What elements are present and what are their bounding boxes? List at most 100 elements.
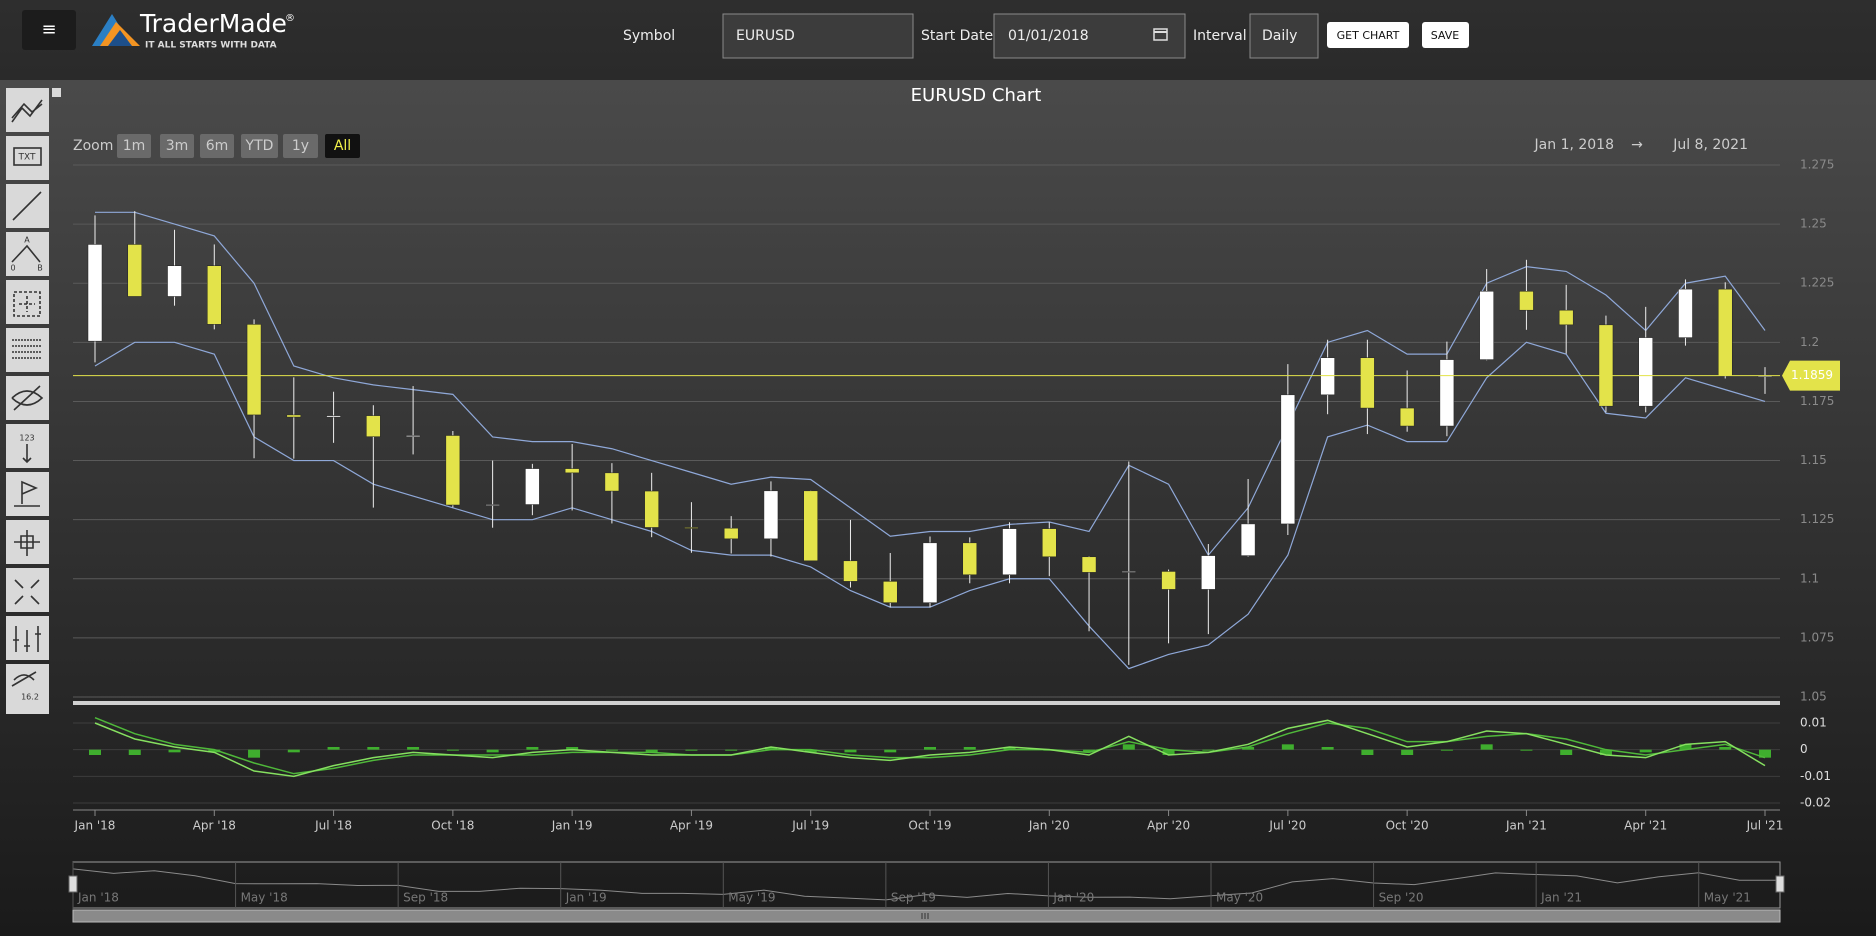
macd-histogram-bar xyxy=(526,747,539,750)
macd-tick-label: 0.01 xyxy=(1800,716,1827,730)
x-tick-label: Oct '19 xyxy=(908,819,951,833)
candle-body xyxy=(1280,394,1296,525)
symbol-value: EURUSD xyxy=(736,28,795,44)
get-chart-button[interactable] xyxy=(1327,22,1409,48)
macd-histogram-bar xyxy=(963,747,976,750)
chart-background xyxy=(0,80,1876,936)
interval-select[interactable] xyxy=(1249,13,1319,59)
y-tick-label: 1.25 xyxy=(1800,217,1827,231)
candle-body xyxy=(644,490,659,528)
candle-body xyxy=(1638,337,1653,407)
navigator-label: Sep '18 xyxy=(403,891,448,905)
zoom-label: Zoom xyxy=(73,138,113,154)
macd-histogram-bar xyxy=(128,749,141,755)
y-tick-label: 1.15 xyxy=(1800,453,1827,467)
zoom-button-label: 1y xyxy=(292,138,309,154)
zoom-button[interactable] xyxy=(200,134,234,158)
candle-body xyxy=(564,468,580,474)
candle-body xyxy=(1360,357,1375,409)
navigator-label: Jan '19 xyxy=(565,891,607,905)
tool-current-price[interactable] xyxy=(6,664,49,714)
candle-body xyxy=(1717,288,1733,377)
candle-body xyxy=(922,542,938,603)
macd-histogram-bar xyxy=(367,747,380,750)
navigator-line xyxy=(72,868,1781,901)
navigator-label: Jan '18 xyxy=(77,891,119,905)
zoom-button[interactable] xyxy=(283,134,318,158)
tool-pattern-icon xyxy=(11,244,41,263)
point-b: B xyxy=(37,264,43,273)
point-0: 0 xyxy=(10,264,15,273)
scrollbar[interactable] xyxy=(72,909,1781,923)
navigator-label: Sep '20 xyxy=(1379,891,1424,905)
calendar-icon[interactable] xyxy=(1153,28,1168,41)
last-price-box xyxy=(1782,360,1840,391)
macd-histogram-bar xyxy=(327,747,340,750)
macd-histogram-bar xyxy=(248,749,261,758)
candle-body xyxy=(246,324,262,416)
y-tick-label: 1.1 xyxy=(1800,571,1819,585)
candle-body xyxy=(1121,571,1137,573)
tool-line-icon xyxy=(12,191,42,221)
macd-histogram-bar xyxy=(287,749,300,753)
zoom-button-label: YTD xyxy=(245,138,274,154)
tool-hide-icon xyxy=(11,385,44,411)
interval-value: Daily xyxy=(1262,28,1297,44)
macd-histogram-bar xyxy=(168,749,181,753)
y-tick-label: 1.05 xyxy=(1800,690,1827,704)
macd-histogram-bar xyxy=(1520,749,1533,751)
y-tick-label: 1.275 xyxy=(1800,158,1834,172)
zoom-button[interactable] xyxy=(160,134,194,158)
macd-line xyxy=(94,719,1766,778)
registered-mark: ® xyxy=(285,13,295,24)
candle-body xyxy=(604,472,620,492)
zoom-button[interactable] xyxy=(241,134,278,158)
x-tick-label: Apr '19 xyxy=(670,819,713,833)
macd-histogram-bar xyxy=(1361,749,1374,755)
y-tick-label: 1.175 xyxy=(1800,394,1834,408)
save-button[interactable] xyxy=(1422,22,1469,48)
macd-histogram-bar xyxy=(1560,749,1573,755)
symbol-input[interactable] xyxy=(722,13,914,59)
zoom-button-label: 6m xyxy=(206,138,229,154)
zoom-button[interactable] xyxy=(117,134,151,158)
navigator-handle[interactable] xyxy=(1775,875,1785,893)
symbol-label: Symbol xyxy=(623,28,675,44)
candle-body xyxy=(207,265,222,325)
candle-body xyxy=(1439,359,1455,427)
logo-icon xyxy=(92,14,140,46)
x-tick-label: Jan '20 xyxy=(1028,819,1070,833)
macd-histogram-bar xyxy=(645,749,658,753)
macd-histogram-bar xyxy=(1003,747,1016,750)
candle-body xyxy=(1320,357,1335,396)
candle-body xyxy=(485,504,500,506)
navigator-label: Jan '21 xyxy=(1540,891,1582,905)
tool-crosshair-icon xyxy=(13,291,41,317)
tool-fullscreen[interactable] xyxy=(6,568,49,612)
zoom-button-label: 3m xyxy=(166,138,189,154)
pane-separator xyxy=(73,701,1780,705)
candle-body xyxy=(1678,288,1693,338)
tool-pattern[interactable] xyxy=(6,232,49,276)
macd-histogram-bar xyxy=(446,749,459,751)
navigator-label: May '19 xyxy=(728,891,775,905)
start-date-label: Start Date xyxy=(921,28,993,44)
start-date-input[interactable] xyxy=(993,13,1186,59)
tool-flag[interactable] xyxy=(6,472,49,516)
toolbar-collapse[interactable] xyxy=(52,88,61,97)
chart-title: EURUSD Chart xyxy=(911,85,1042,106)
navigator-label: May '20 xyxy=(1216,891,1263,905)
menu-button[interactable] xyxy=(22,10,76,50)
tool-measure-icon xyxy=(14,530,40,556)
x-tick-label: Apr '21 xyxy=(1624,819,1667,833)
tool-fibonacci[interactable] xyxy=(6,328,49,372)
tool-text[interactable] xyxy=(6,136,49,180)
tool-indicators[interactable] xyxy=(6,88,49,132)
macd-histogram-bar xyxy=(1480,744,1493,750)
tagline: IT ALL STARTS WITH DATA xyxy=(145,41,277,51)
macd-histogram-bar xyxy=(685,749,698,751)
zoom-button[interactable] xyxy=(325,134,360,158)
navigator-handle[interactable] xyxy=(68,875,78,893)
tool-fullscreen-icon xyxy=(14,579,40,605)
